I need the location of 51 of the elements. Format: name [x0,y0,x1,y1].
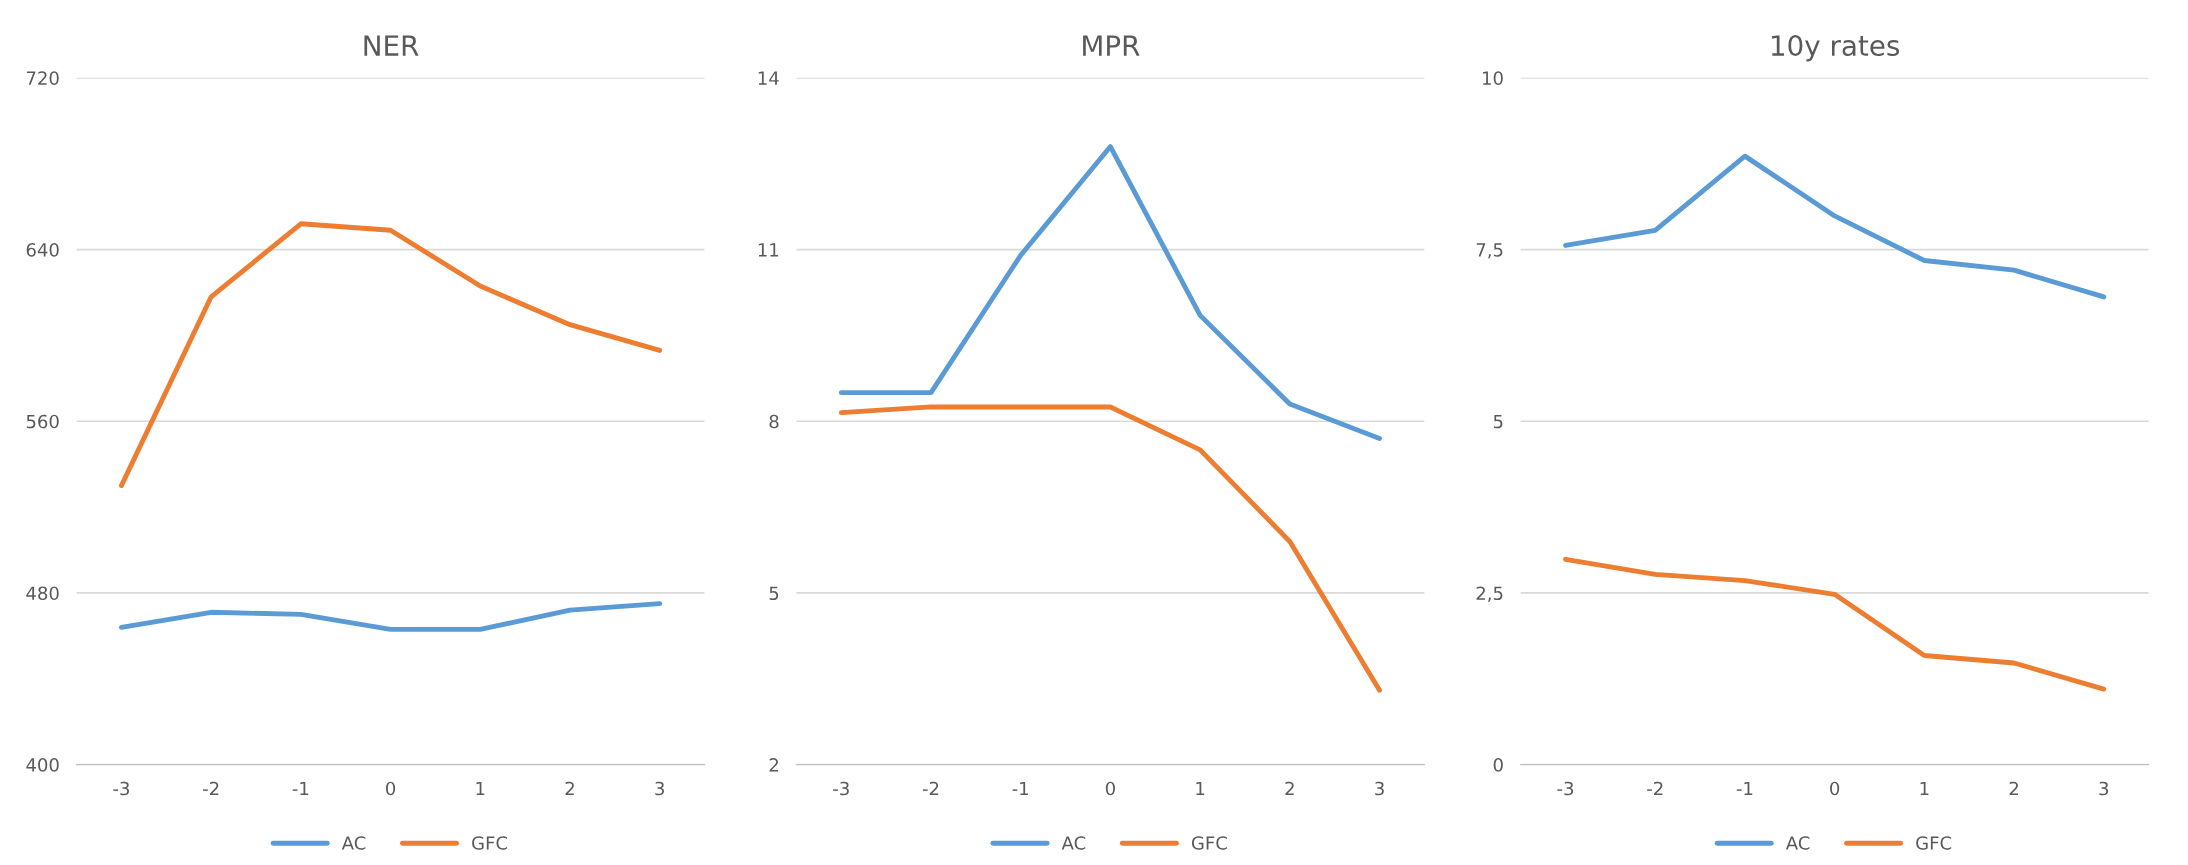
x-tick-label: 0 [1105,781,1115,796]
x-tick-label: 2 [1285,781,1294,796]
y-tick-label: 2 [769,758,778,772]
legend-label: GFC [1916,836,1952,850]
y-tick-label: 560 [26,414,59,429]
x-tick-label: 0 [1830,781,1840,796]
y-tick-label: 8 [769,414,779,429]
y-tick-label: 5 [1493,414,1503,429]
chart-title: NER [364,35,419,56]
legend-label: GFC [1191,836,1227,850]
x-tick-label: 0 [386,781,396,796]
x-tick-label: -1 [1736,781,1753,796]
y-tick-label: 480 [26,586,59,601]
y-tick-label: 2,5 [1476,586,1503,602]
x-tick-label: 3 [2099,781,2109,796]
line-series [838,404,1382,693]
x-tick-label: -1 [1012,781,1029,796]
y-tick-label: 7,5 [1476,243,1503,259]
x-tick-label: -2 [1647,781,1663,796]
x-tick-label: -3 [113,781,129,796]
x-tick-label: 1 [476,781,485,796]
legend-label: GFC [472,836,508,850]
y-tick-label: 14 [758,71,779,85]
line-series [1563,153,2107,300]
legend-label: AC [1061,836,1086,850]
x-tick-label: -2 [922,781,939,796]
x-tick-label: 1 [1196,781,1205,796]
y-tick-label: 10 [1483,71,1503,85]
y-tick-label: 5 [769,586,779,601]
y-tick-label: 720 [26,71,59,85]
line-series [119,601,663,632]
y-tick-label: 400 [26,758,59,772]
y-tick-label: 0 [1493,758,1503,772]
legend-label: AC [341,836,366,850]
line-series [1563,556,2107,692]
x-tick-label: -3 [1557,781,1574,796]
x-tick-label: 2 [2009,781,2018,796]
chart-title: 10y rates [1771,35,1900,62]
x-tick-label: 1 [1920,781,1929,796]
x-tick-label: -3 [833,781,849,796]
x-tick-label: -1 [292,781,309,796]
y-tick-label: 640 [26,243,59,257]
x-tick-label: 3 [1375,781,1384,796]
y-tick-label: 11 [758,243,779,257]
legend-label: AC [1785,836,1810,850]
x-tick-label: 2 [565,781,574,796]
chart-title: MPR [1083,35,1140,56]
line-series [838,144,1382,441]
x-tick-label: 3 [655,781,664,796]
x-tick-label: -2 [203,781,219,796]
line-series [119,221,663,489]
